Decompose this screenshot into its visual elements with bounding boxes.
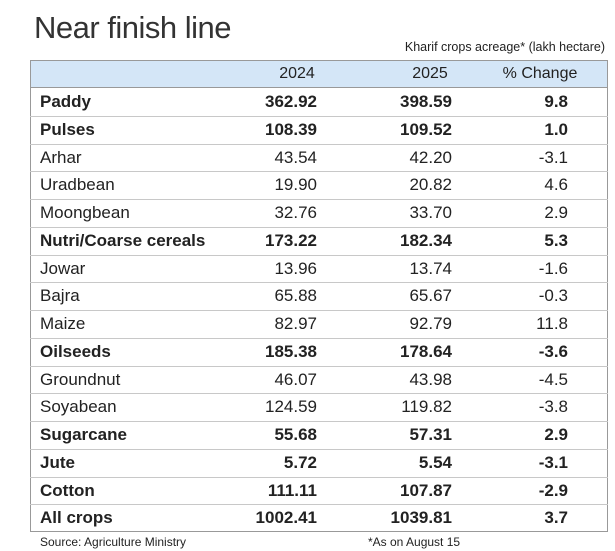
row-value: 57.31	[409, 425, 452, 444]
row-value: 362.92	[265, 92, 317, 111]
row-rule	[30, 254, 608, 256]
row-value: -3.8	[538, 397, 568, 417]
row-value: 109.52	[400, 119, 452, 139]
row-value: -3.1	[538, 452, 568, 472]
row-rule	[30, 365, 608, 367]
row-label: Maize	[40, 314, 86, 333]
row-label: Jute	[40, 452, 75, 472]
row-rule	[30, 448, 608, 450]
row-value: 5.54	[418, 452, 452, 472]
header-cell: % Change	[502, 65, 578, 82]
row-value: 11.8	[536, 314, 568, 333]
row-value: 92.79	[409, 314, 452, 333]
source: Source: Agriculture Ministry	[40, 535, 187, 549]
row-rule	[30, 115, 608, 117]
row-value: 178.64	[400, 341, 452, 361]
row-value: 33.70	[409, 203, 452, 222]
row-label: Cotton	[40, 480, 95, 500]
row-label: Groundnut	[40, 369, 121, 389]
row-rule	[30, 282, 608, 284]
row-value: 43.98	[409, 369, 452, 389]
row-value: 42.20	[409, 147, 452, 167]
row-value: 2.9	[544, 425, 568, 444]
row-value: 4.6	[544, 175, 568, 195]
subtitle: Kharif crops acreage* (lakh hectare)	[404, 40, 605, 54]
row-label: Jowar	[40, 258, 86, 278]
row-label: Nutri/Coarse cereals	[40, 230, 206, 250]
row-value: 111.11	[267, 480, 317, 500]
row-rule	[30, 226, 608, 228]
note: *As on August 15	[368, 535, 461, 549]
row-value: 43.54	[274, 147, 317, 167]
row-rule	[30, 504, 608, 506]
row-value: 2.9	[544, 203, 568, 222]
row-rule	[30, 310, 608, 311]
row-value: 119.82	[401, 397, 452, 417]
row-value: -4.5	[538, 369, 568, 389]
row-value: 108.39	[265, 119, 317, 139]
row-value: 82.97	[274, 314, 317, 333]
row-label: Sugarcane	[40, 425, 127, 444]
row-value: -3.6	[538, 341, 568, 361]
row-rule	[30, 476, 608, 478]
row-value: 1039.81	[390, 508, 452, 528]
row-value: 55.68	[274, 425, 317, 444]
row-value: 32.76	[274, 203, 317, 222]
row-value: 124.59	[265, 397, 317, 417]
header-cell: 2025	[412, 65, 448, 82]
row-label: Oilseeds	[40, 341, 111, 361]
row-rule	[30, 421, 608, 422]
row-value: -0.3	[538, 286, 568, 306]
row-label: Soyabean	[40, 397, 117, 417]
row-rule	[30, 143, 608, 145]
row-value: -2.9	[538, 480, 568, 500]
row-value: 107.87	[400, 480, 452, 500]
row-label: Paddy	[40, 92, 92, 111]
row-value: 5.3	[544, 230, 568, 250]
row-value: 9.8	[544, 92, 568, 111]
row-value: 20.82	[409, 175, 452, 195]
row-rule	[30, 199, 608, 200]
header-cell: 2024	[279, 65, 315, 82]
row-value: 398.59	[400, 92, 452, 111]
row-label: Pulses	[40, 119, 95, 139]
row-label: All crops	[40, 508, 113, 528]
row-rule	[30, 393, 608, 395]
row-value: 1002.41	[255, 508, 317, 528]
row-value: 13.96	[274, 258, 317, 278]
row-value: -3.1	[538, 147, 568, 167]
row-label: Moongbean	[40, 203, 130, 222]
row-value: 182.34	[400, 230, 452, 250]
row-value: 65.88	[274, 286, 317, 306]
row-value: 13.74	[409, 258, 452, 278]
row-label: Uradbean	[40, 175, 115, 195]
row-value: 65.67	[409, 286, 452, 306]
header-row	[30, 60, 608, 88]
row-label: Arhar	[40, 147, 82, 167]
row-value: 46.07	[274, 369, 317, 389]
row-rule	[30, 171, 608, 173]
row-rule	[30, 337, 608, 339]
row-value: 19.90	[274, 175, 317, 195]
row-label: Bajra	[40, 286, 80, 306]
table-frame	[30, 60, 608, 532]
row-value: 173.22	[265, 230, 317, 250]
row-value: 1.0	[544, 119, 568, 139]
row-value: 3.7	[544, 508, 568, 528]
title: Near finish line	[34, 10, 232, 45]
row-value: 5.72	[283, 452, 317, 472]
row-value: -1.6	[538, 258, 568, 278]
row-value: 185.38	[265, 341, 317, 361]
